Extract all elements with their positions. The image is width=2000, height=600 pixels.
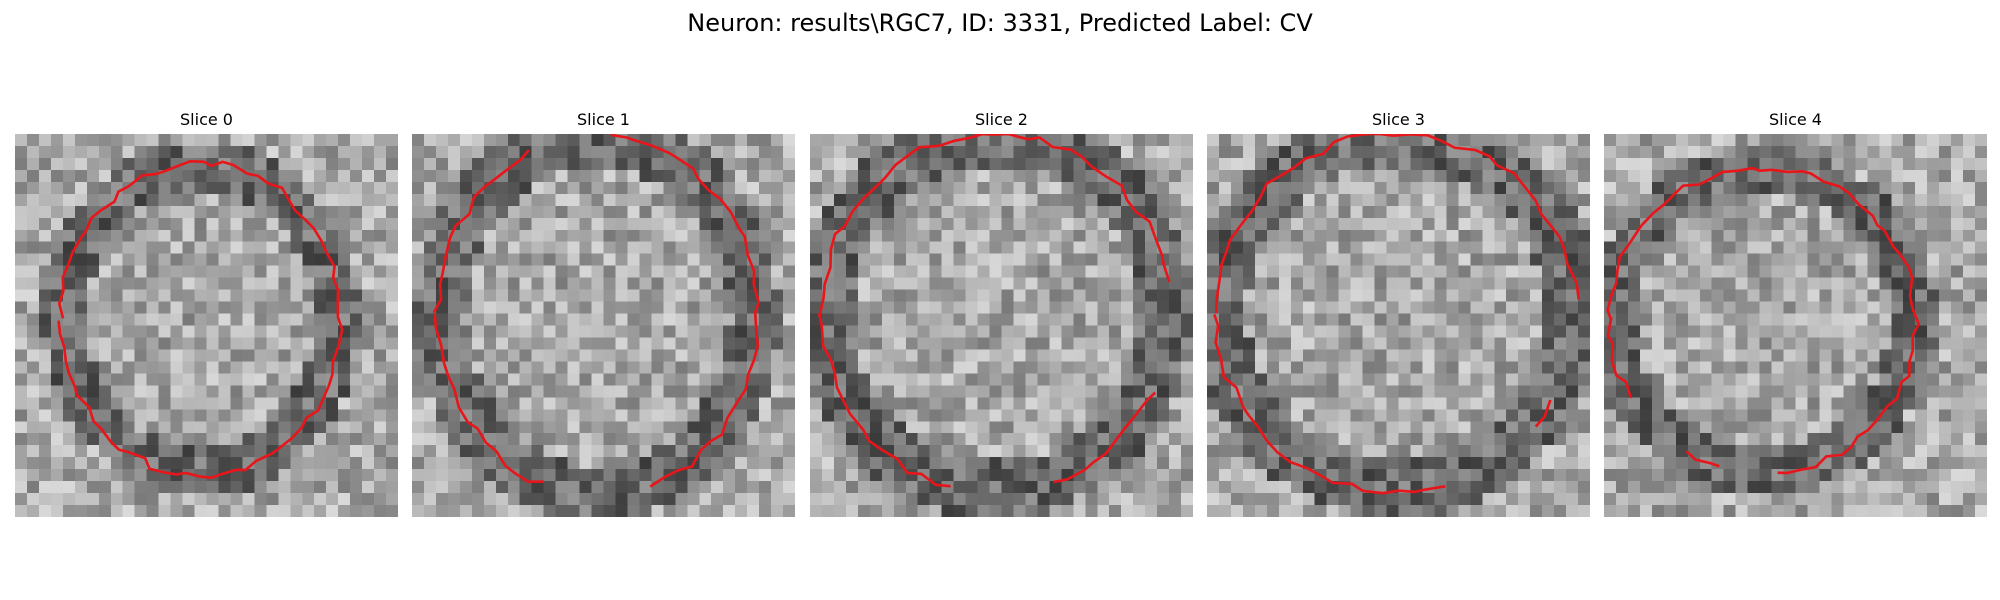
cell-contour bbox=[1685, 450, 1720, 468]
cell-contour bbox=[432, 149, 530, 314]
cell-contour bbox=[817, 312, 951, 488]
cell-contour bbox=[1606, 317, 1633, 399]
slice-image bbox=[1604, 134, 1987, 517]
slice-panel-2: Slice 2 bbox=[810, 110, 1193, 520]
slice-title: Slice 3 bbox=[1372, 110, 1425, 129]
slice-panel-3: Slice 3 bbox=[1207, 110, 1590, 520]
figure-title: Neuron: results\RGC7, ID: 3331, Predicte… bbox=[687, 9, 1313, 37]
cell-contour bbox=[57, 159, 344, 480]
slice-title: Slice 0 bbox=[180, 110, 233, 129]
slice-panel-4: Slice 4 bbox=[1604, 110, 1987, 520]
cell-contour bbox=[1053, 391, 1157, 484]
cell-contour bbox=[433, 313, 544, 484]
cell-contour bbox=[1606, 166, 1921, 475]
slice-image bbox=[810, 134, 1193, 517]
cell-contour bbox=[1213, 314, 1446, 495]
slice-image bbox=[1207, 134, 1590, 517]
slice-title: Slice 2 bbox=[975, 110, 1028, 129]
slice-image bbox=[15, 134, 398, 517]
cell-contour bbox=[610, 134, 761, 488]
cell-contour bbox=[1214, 134, 1581, 314]
slice-image bbox=[412, 134, 795, 517]
slice-panel-0: Slice 0 bbox=[15, 110, 398, 520]
slice-title: Slice 1 bbox=[577, 110, 630, 129]
slice-panel-1: Slice 1 bbox=[412, 110, 795, 520]
slice-title: Slice 4 bbox=[1769, 110, 1822, 129]
cell-contour bbox=[1534, 399, 1552, 428]
cell-contour bbox=[818, 134, 1171, 316]
